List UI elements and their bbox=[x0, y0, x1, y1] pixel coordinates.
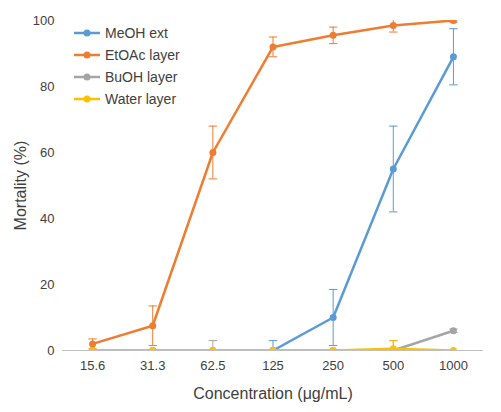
svg-text:250: 250 bbox=[322, 358, 344, 373]
svg-text:31.3: 31.3 bbox=[140, 358, 165, 373]
svg-text:60: 60 bbox=[40, 145, 54, 160]
html-text:BuOH layer: BuOH layer bbox=[105, 69, 178, 85]
svg-text:Concentration (μg/mL): Concentration (μg/mL) bbox=[193, 385, 353, 402]
svg-text:500: 500 bbox=[382, 358, 404, 373]
svg-text:1000: 1000 bbox=[439, 358, 468, 373]
svg-text:20: 20 bbox=[40, 277, 54, 292]
svg-text:62.5: 62.5 bbox=[200, 358, 225, 373]
svg-text:100: 100 bbox=[33, 13, 55, 28]
html-text:EtOAc layer: EtOAc layer bbox=[105, 47, 180, 63]
svg-text:40: 40 bbox=[40, 211, 54, 226]
svg-text:80: 80 bbox=[40, 79, 54, 94]
svg-text:125: 125 bbox=[262, 358, 284, 373]
html-text:MeOH ext: MeOH ext bbox=[105, 25, 168, 41]
svg-text:Mortality (%): Mortality (%) bbox=[12, 141, 29, 231]
svg-text:0: 0 bbox=[47, 343, 54, 358]
html-text:Water layer: Water layer bbox=[105, 91, 177, 107]
svg-text:15.6: 15.6 bbox=[80, 358, 105, 373]
